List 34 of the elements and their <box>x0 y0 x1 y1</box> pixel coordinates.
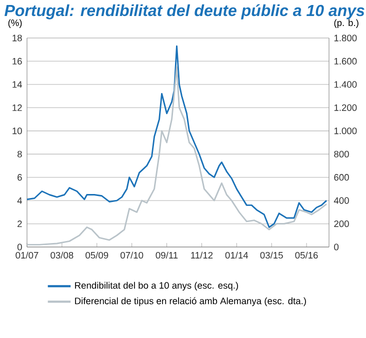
y2-tick-label: 400 <box>334 197 349 204</box>
y2-tick-label: 1.600 <box>334 58 357 65</box>
y2-tick-label: 800 <box>334 150 349 158</box>
x-tick-label: 11/12 <box>191 252 213 259</box>
y2-tick-label: 0 <box>334 244 339 250</box>
y-tick-label: 4 <box>17 197 22 204</box>
y-tick-label: 10 <box>12 128 22 134</box>
y-tick-label: 6 <box>18 174 22 181</box>
y2-tick-label: 1.400 <box>334 81 357 88</box>
legend-label: Rendibilitat del bo a 10 anys (esc. esq.) <box>75 282 238 291</box>
y2-tick-label: 600 <box>334 174 349 181</box>
x-tick-label: 09/11 <box>156 252 178 259</box>
y2-tick-label: 1.000 <box>334 128 357 134</box>
y2-tick-label: 1.200 <box>334 104 357 111</box>
y-tick-label: 12 <box>12 104 22 111</box>
y-tick-label: 8 <box>18 150 22 158</box>
x-tick-label: 01/07 <box>16 252 38 259</box>
y-tick-label: 2 <box>18 220 22 228</box>
y-axis-title: (%) <box>8 19 22 28</box>
y-tick-label: 14 <box>12 81 22 88</box>
x-tick-label: 05/16 <box>295 252 318 259</box>
x-tick-label: 03/08 <box>50 252 74 259</box>
y-tick-label: 0 <box>17 244 22 250</box>
x-tick-label: 05/09 <box>86 252 108 259</box>
x-tick-label: 07/10 <box>120 252 144 259</box>
x-tick-label: 03/15 <box>260 252 283 259</box>
y2-tick-label: 1.800 <box>334 34 357 42</box>
y-tick-label: 18 <box>12 34 22 42</box>
y2-tick-label: 200 <box>334 220 349 228</box>
y-tick-label: 16 <box>12 58 22 65</box>
y2-axis-title: (p. b.) <box>334 19 358 28</box>
legend-label: Diferencial de tipus en relació amb Alemanya (esc. dta.) <box>75 297 306 306</box>
x-tick-label: 01/14 <box>225 252 248 259</box>
chart-title: Portugal: rendibilitat del deute públic a 10 anys <box>4 4 364 20</box>
